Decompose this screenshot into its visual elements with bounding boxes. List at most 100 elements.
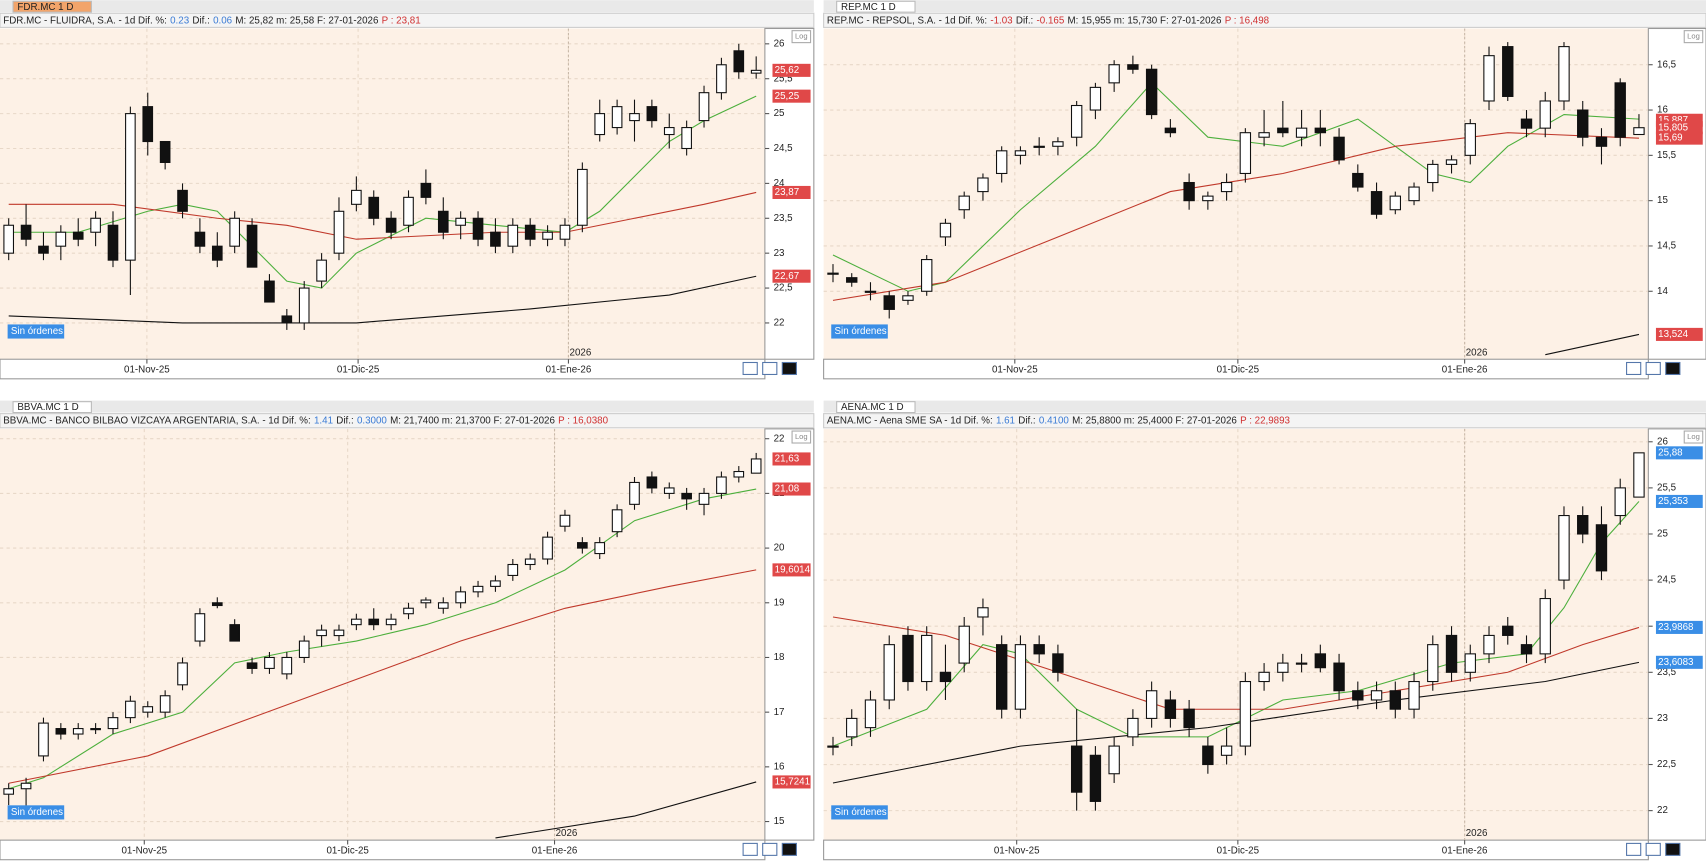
candle-body <box>1220 745 1233 756</box>
candle-body <box>1539 100 1551 129</box>
candle-body <box>1052 653 1064 673</box>
candle-body <box>629 481 640 505</box>
toolbar-button[interactable] <box>762 361 778 376</box>
toolbar-button[interactable] <box>1645 361 1661 376</box>
date-axis <box>0 358 766 380</box>
tab[interactable] <box>836 401 916 414</box>
x-tick-label: 01-Dic-25 <box>326 846 369 857</box>
price-tag-label: 25,25 <box>775 91 800 102</box>
year-marker-label: 2026 <box>1466 828 1488 839</box>
tab[interactable] <box>836 0 916 13</box>
candle-body <box>351 618 362 626</box>
tab-strip <box>823 0 1706 13</box>
moving-average <box>8 569 757 784</box>
log-button[interactable] <box>1683 30 1704 44</box>
candle-body <box>846 717 858 738</box>
toolbar-button[interactable] <box>1626 361 1642 376</box>
price-tag-label: 15,805 <box>1658 122 1688 133</box>
candle-body <box>1033 644 1045 655</box>
tab-label: FDR.MC 1 D <box>17 2 73 13</box>
info-bar <box>0 413 815 429</box>
price-tag <box>772 775 811 789</box>
toolbar-button[interactable] <box>781 842 797 856</box>
price-tag <box>772 269 811 283</box>
y-tick-label: 26 <box>1657 436 1668 447</box>
candle-body <box>264 656 275 669</box>
info-segment: 0.23 <box>170 15 190 26</box>
moving-average <box>832 661 1640 784</box>
toolbar-button[interactable] <box>1626 842 1642 856</box>
toolbar-button[interactable] <box>781 361 797 376</box>
y-tick-label: 19 <box>774 597 785 608</box>
moving-average <box>8 191 757 240</box>
candle-body <box>1014 150 1027 156</box>
tab-label: REP.MC 1 D <box>841 2 896 13</box>
price-tag-label: 23,9868 <box>1658 622 1694 633</box>
candle-body <box>403 196 414 226</box>
toolbar-button[interactable] <box>1665 361 1681 376</box>
price-tag-label: 23,87 <box>775 187 799 198</box>
candle-body <box>1258 132 1270 138</box>
y-tick-label: 17 <box>774 707 785 718</box>
price-tag-label: 15,887 <box>1658 115 1688 126</box>
candle-body <box>1595 524 1608 572</box>
toolbar-button[interactable] <box>742 361 758 376</box>
candle-body <box>1445 159 1458 165</box>
candle-body <box>1295 662 1308 665</box>
order-badge <box>831 805 888 820</box>
y-tick-label: 18 <box>774 652 785 663</box>
order-label: Sin órdenes <box>835 807 887 818</box>
candle-body <box>716 476 727 494</box>
tab[interactable] <box>12 401 92 414</box>
y-tick-label: 23,5 <box>1657 667 1677 678</box>
tab-label: AENA.MC 1 D <box>841 402 904 413</box>
candle-body <box>611 509 623 533</box>
y-tick-label: 23 <box>1657 713 1668 724</box>
candle-body <box>939 222 952 238</box>
candle-body <box>681 127 692 150</box>
price-tag-label: 25,353 <box>1658 496 1688 507</box>
info-bar <box>823 413 1706 429</box>
candle-body <box>995 644 1008 710</box>
candle-body <box>1614 82 1626 138</box>
candle-body <box>507 563 519 576</box>
toolbar-button[interactable] <box>1665 842 1681 856</box>
candle-body <box>1483 55 1495 102</box>
plot-area <box>823 428 1649 841</box>
y-tick-label: 16,5 <box>1657 59 1677 70</box>
candle-body <box>420 182 432 198</box>
info-segment: M: 15,955 m: 15,730 F: 27-01-2026 <box>1068 15 1222 26</box>
candle-body <box>1052 141 1064 147</box>
candle-body <box>646 476 658 489</box>
candle-body <box>298 640 310 659</box>
candle-body <box>1633 127 1645 136</box>
y-tick-label: 22,5 <box>774 283 794 294</box>
candle-body <box>1070 104 1083 138</box>
toolbar-button[interactable] <box>1645 842 1661 856</box>
candle-body <box>1558 46 1570 102</box>
candle-body <box>490 580 501 587</box>
candle-body <box>1239 132 1252 175</box>
log-button[interactable] <box>791 30 812 44</box>
info-line: FDR.MC - FLUIDRA, S.A. - 1d Dif. %: 0.23 D… <box>3 15 420 26</box>
candle-body <box>1483 634 1495 655</box>
x-tick-label: 01-Dic-25 <box>1217 846 1260 857</box>
candle-body <box>1520 118 1533 129</box>
candle-body <box>1614 487 1626 517</box>
info-segment: 0.06 <box>213 15 233 26</box>
candle-body <box>507 224 519 247</box>
y-tick-label: 15 <box>1657 195 1668 206</box>
toolbar-button[interactable] <box>762 842 778 856</box>
candle-body <box>1352 172 1364 188</box>
tab-strip <box>0 400 814 413</box>
y-tick-label: 25 <box>774 108 785 119</box>
candle-body <box>472 585 484 593</box>
candle-body <box>142 706 154 713</box>
price-tag <box>772 482 811 496</box>
candle-body <box>611 106 623 129</box>
log-button[interactable] <box>1683 430 1704 444</box>
info-segment: Dif.: <box>1018 415 1035 426</box>
toolbar-button[interactable] <box>742 842 758 856</box>
log-button[interactable] <box>791 430 812 444</box>
tab[interactable] <box>12 0 92 13</box>
